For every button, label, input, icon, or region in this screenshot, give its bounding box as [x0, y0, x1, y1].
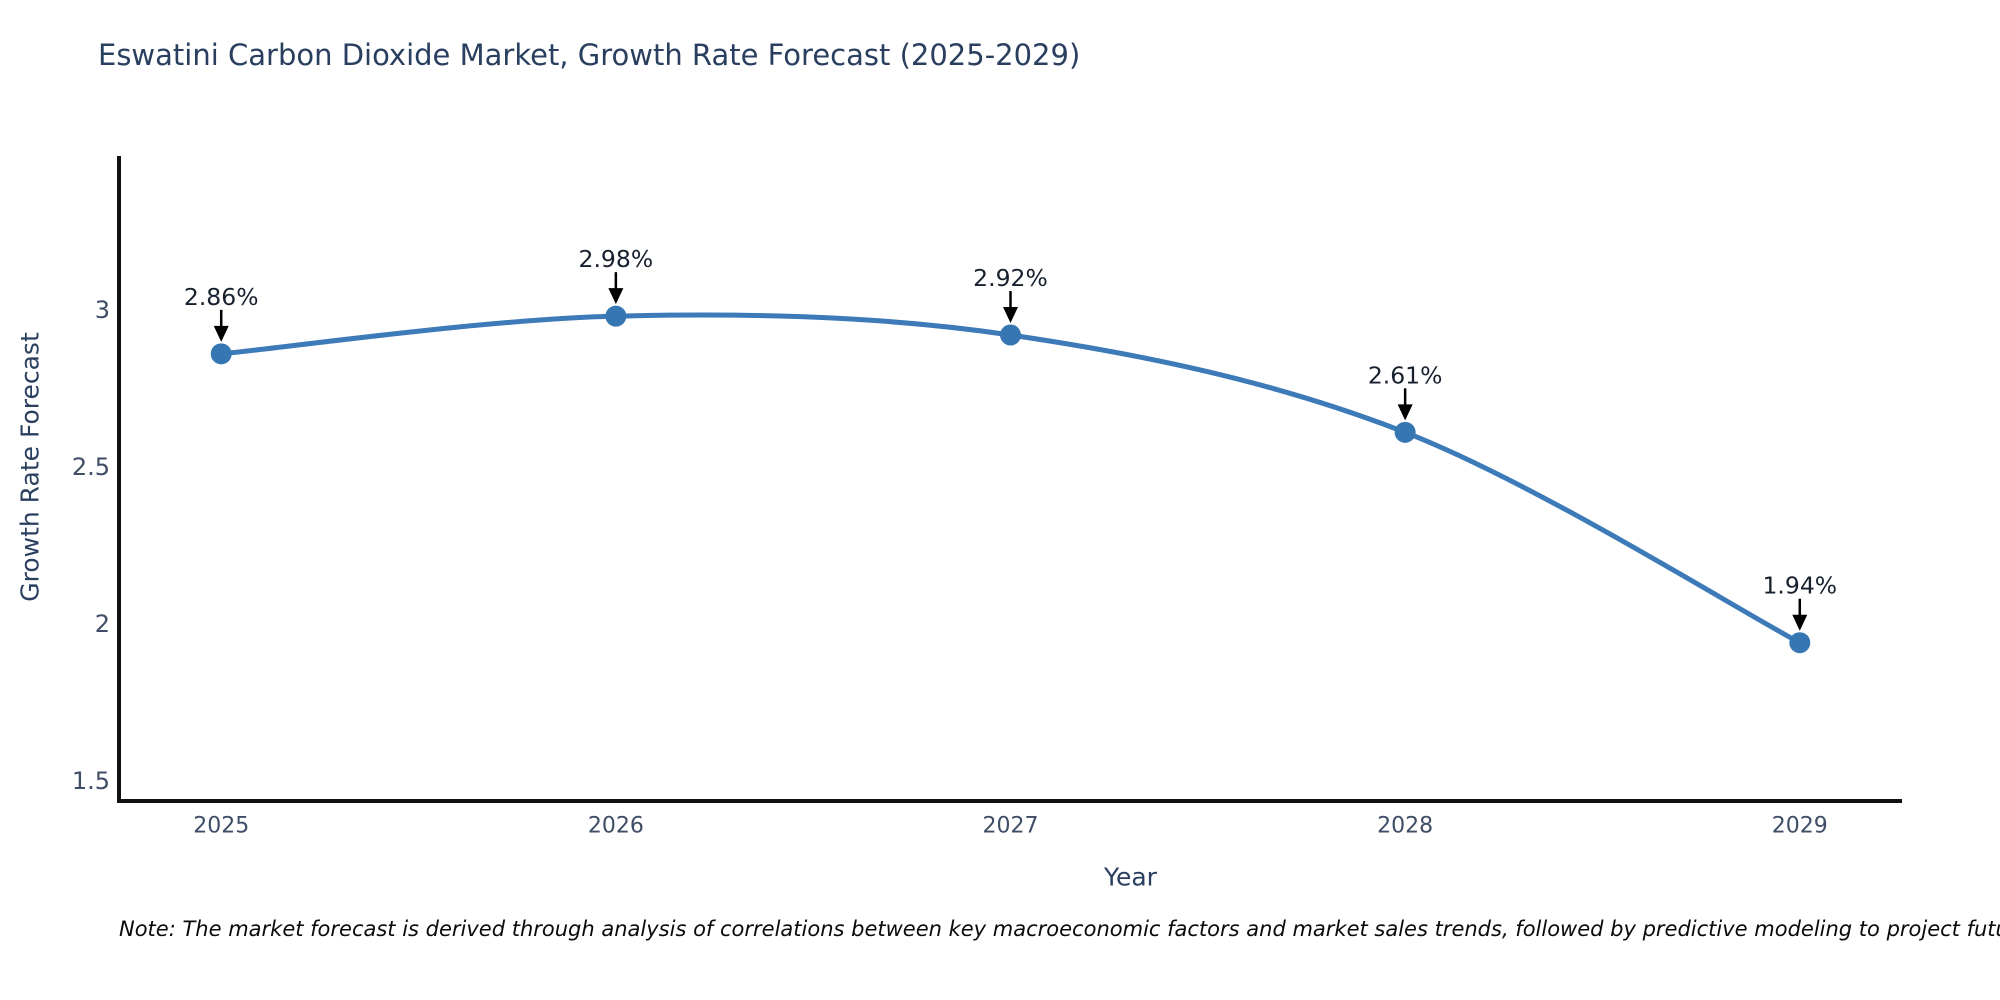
annotation-arrowhead: [1792, 614, 1808, 631]
annotation-arrowhead: [608, 288, 624, 305]
x-axis-title: Year: [1103, 863, 1158, 892]
data-point-marker-2027[interactable]: [1000, 324, 1021, 346]
x-tick-label: 2028: [1377, 814, 1433, 839]
y-tick-label: 1.5: [72, 767, 110, 795]
annotation-arrowhead: [1397, 404, 1413, 421]
annotation-value-label: 2.61%: [1368, 361, 1443, 389]
chart-title: Eswatini Carbon Dioxide Market, Growth R…: [98, 38, 1081, 72]
y-axis-title: Growth Rate Forecast: [16, 332, 45, 602]
methodology-note: Note: The market forecast is derived thr…: [119, 917, 2000, 941]
x-tick-label: 2025: [193, 814, 249, 839]
data-point-marker-2026[interactable]: [605, 305, 627, 327]
x-tick-label: 2026: [588, 814, 644, 839]
data-point-marker-2028[interactable]: [1394, 421, 1416, 443]
y-tick-label: 3: [95, 296, 110, 324]
annotation-arrowhead: [1003, 306, 1018, 323]
data-point-marker-2029[interactable]: [1789, 632, 1811, 654]
x-tick-label: 2029: [1772, 814, 1828, 839]
data-point-marker-2025[interactable]: [210, 343, 232, 365]
x-tick-label: 2027: [983, 814, 1039, 839]
y-tick-label: 2.5: [72, 453, 110, 481]
annotation-arrowhead: [213, 325, 229, 342]
annotation-value-label: 2.98%: [579, 245, 654, 273]
annotation-value-label: 1.94%: [1762, 572, 1837, 600]
y-tick-label: 2: [95, 610, 110, 638]
forecast-trend-line: [218, 312, 1803, 646]
annotation-value-label: 2.86%: [184, 283, 259, 311]
annotation-value-label: 2.92%: [973, 264, 1048, 292]
